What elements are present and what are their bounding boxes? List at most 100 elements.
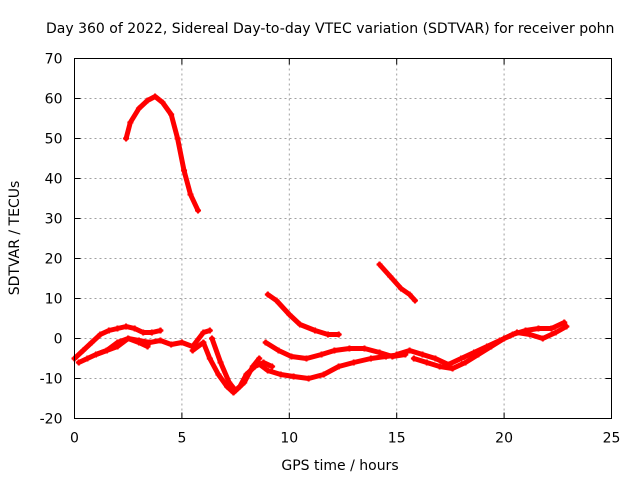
data-point xyxy=(181,167,188,174)
track-high-arc-points xyxy=(123,93,202,214)
track-early-c-points xyxy=(92,327,213,358)
y-tick-label: -10 xyxy=(40,372,63,388)
data-point xyxy=(269,363,276,370)
x-tick-label: 0 xyxy=(70,431,79,447)
track-mid-rise-points xyxy=(264,291,342,338)
data-point xyxy=(208,335,215,342)
data-point xyxy=(501,335,508,342)
track-early-c-line xyxy=(93,328,213,357)
data-point xyxy=(346,345,353,352)
y-tick-label: 20 xyxy=(45,252,63,268)
data-point xyxy=(168,111,175,118)
data-point xyxy=(318,351,325,358)
x-tick-label: 10 xyxy=(280,431,298,447)
data-point xyxy=(159,99,166,106)
data-point xyxy=(419,351,426,358)
y-tick-label: -20 xyxy=(40,412,63,428)
data-point xyxy=(410,355,417,362)
data-point xyxy=(324,331,331,338)
data-point xyxy=(206,327,213,334)
track-high-arc-line xyxy=(123,94,201,213)
data-point xyxy=(361,345,368,352)
y-tick-label: 70 xyxy=(45,52,63,68)
data-point xyxy=(249,363,256,370)
data-point xyxy=(254,359,261,366)
tick-layer xyxy=(74,58,612,419)
plot-frame xyxy=(74,58,612,419)
data-point xyxy=(563,323,570,330)
data-point xyxy=(224,383,231,390)
data-point xyxy=(75,359,82,366)
data-point xyxy=(303,355,310,362)
data-point xyxy=(125,335,132,342)
data-point xyxy=(92,351,99,358)
data-point xyxy=(539,335,546,342)
data-point xyxy=(367,355,374,362)
data-point xyxy=(157,337,164,344)
data-point xyxy=(88,339,95,346)
data-point xyxy=(131,325,138,332)
data-point xyxy=(275,347,282,354)
x-tick-labels: 0 5 10 15 20 25 xyxy=(70,431,620,447)
data-point xyxy=(103,347,110,354)
data-point xyxy=(135,337,142,344)
data-point xyxy=(123,135,130,142)
data-point xyxy=(462,359,469,366)
data-point xyxy=(406,291,413,298)
data-point xyxy=(97,331,104,338)
data-point xyxy=(256,355,263,362)
track-lower-band-points xyxy=(254,351,404,382)
data-point xyxy=(376,349,383,356)
data-point xyxy=(387,273,394,280)
chart-title: Day 360 of 2022, Sidereal Day-to-day VTE… xyxy=(46,21,614,37)
data-point xyxy=(526,331,533,338)
track-dip-b-points xyxy=(208,335,263,394)
data-point xyxy=(148,329,155,336)
data-point xyxy=(140,329,147,336)
data-point xyxy=(335,363,342,370)
data-point xyxy=(475,351,482,358)
data-point xyxy=(206,355,213,362)
data-point xyxy=(320,371,327,378)
data-point xyxy=(335,331,342,338)
data-point xyxy=(535,325,542,332)
data-point xyxy=(548,325,555,332)
data-point xyxy=(305,375,312,382)
track-evening-b-points xyxy=(410,323,570,372)
grid-layer xyxy=(74,58,612,419)
data-point xyxy=(178,339,185,346)
x-axis-label: GPS time / hours xyxy=(281,458,398,474)
data-point xyxy=(241,379,248,386)
data-point xyxy=(393,351,400,358)
x-tick-label: 20 xyxy=(495,431,513,447)
data-point xyxy=(195,207,202,214)
data-point xyxy=(406,347,413,354)
y-axis-label: SDTVAR / TECUs xyxy=(7,181,23,296)
data-point xyxy=(513,329,520,336)
y-tick-label: 0 xyxy=(54,332,63,348)
data-point xyxy=(157,327,164,334)
data-point xyxy=(114,339,121,346)
data-point xyxy=(232,387,239,394)
y-tick-label: 50 xyxy=(45,132,63,148)
data-point xyxy=(290,373,297,380)
data-point xyxy=(168,341,175,348)
data-point xyxy=(187,191,194,198)
x-tick-label: 15 xyxy=(388,431,406,447)
data-point xyxy=(561,319,568,326)
x-tick-label: 5 xyxy=(177,431,186,447)
data-point xyxy=(331,347,338,354)
track-late-arc-points xyxy=(376,261,418,304)
data-point xyxy=(226,379,233,386)
data-point xyxy=(397,285,404,292)
data-point xyxy=(144,97,151,104)
y-tick-label: 40 xyxy=(45,172,63,188)
y-tick-label: 30 xyxy=(45,212,63,228)
data-point xyxy=(200,339,207,346)
data-point xyxy=(264,291,271,298)
data-point xyxy=(458,355,465,362)
data-point xyxy=(80,347,87,354)
y-tick-label: 10 xyxy=(45,292,63,308)
data-point xyxy=(449,365,456,372)
